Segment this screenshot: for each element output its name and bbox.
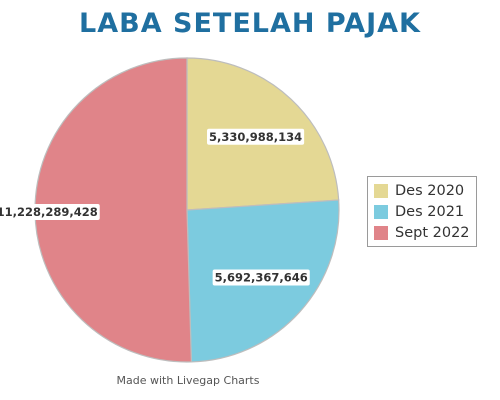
legend-swatch-des-2021 (374, 204, 388, 219)
data-label-des-2020: 5,330,988,134 (209, 130, 302, 144)
credit-text: Made with Livegap Charts (116, 374, 260, 387)
data-label-group-sept-2022: 11,228,289,428 (0, 204, 100, 221)
legend-item-sept-2022[interactable]: Sept 2022 (374, 222, 470, 243)
data-label-group-des-2021: 5,692,367,646 (212, 269, 310, 286)
legend-swatch-sept-2022 (374, 225, 388, 240)
legend-label-sept-2022: Sept 2022 (395, 224, 470, 241)
data-label-group-des-2020: 5,330,988,134 (207, 128, 305, 145)
data-label-background (212, 269, 310, 286)
legend-item-des-2020[interactable]: Des 2020 (374, 180, 470, 201)
legend-label-des-2020: Des 2020 (395, 182, 465, 199)
legend-item-des-2021[interactable]: Des 2021 (374, 201, 470, 222)
legend-label-des-2021: Des 2021 (395, 203, 465, 220)
legend: Des 2020 Des 2021 Sept 2022 (367, 176, 477, 247)
chart-title: LABA SETELAH PAJAK (79, 8, 421, 39)
data-label-background (207, 128, 305, 145)
data-label-background (0, 204, 100, 221)
data-label-sept-2022: 11,228,289,428 (0, 205, 98, 219)
legend-swatch-des-2020 (374, 183, 388, 198)
data-label-des-2021: 5,692,367,646 (215, 271, 308, 285)
